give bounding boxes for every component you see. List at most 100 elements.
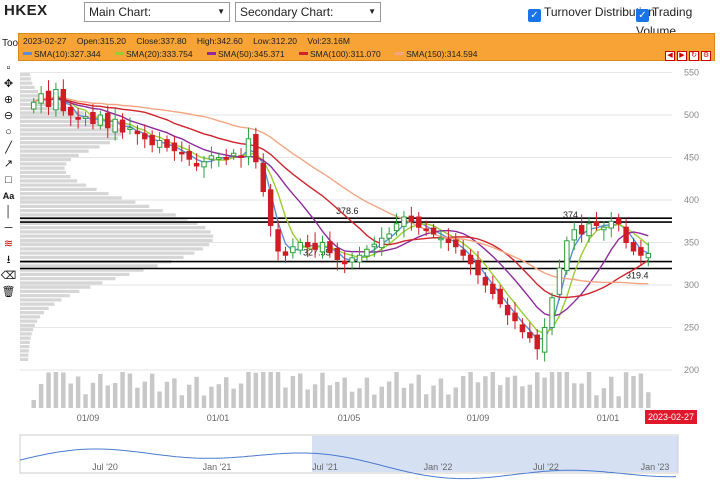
turnover-label: Turnover Distribution	[544, 5, 655, 19]
volume-bar	[372, 394, 377, 408]
volume-bar	[527, 384, 533, 408]
volume-bar	[135, 387, 140, 408]
ohlc-row: 2023-02-27 Open:315.20 Close:337.80 High…	[23, 36, 358, 46]
candle-body	[430, 227, 437, 235]
last-date-tag	[645, 410, 697, 424]
fib-icon[interactable]: ≋	[3, 238, 14, 250]
zoom-out-icon[interactable]: ⊖	[3, 110, 14, 122]
volume-profile-bar	[20, 298, 62, 302]
candle-body	[438, 237, 444, 241]
secondary-chart-select[interactable]: Secondary Chart: ▼	[235, 2, 381, 22]
volume-bar	[305, 389, 310, 408]
ticker-title: HKEX	[4, 2, 48, 19]
sma-legend-item: SMA(150):314.594	[395, 49, 477, 59]
volume-profile-bar	[20, 306, 49, 310]
volume-profile-bar	[20, 94, 44, 98]
level-label: 327.55	[303, 248, 331, 258]
volume-profile-bar	[20, 289, 80, 293]
crosshair-icon[interactable]: ✥	[3, 78, 14, 90]
zoom-in-icon[interactable]: ⊕	[3, 94, 14, 106]
candle-body	[615, 218, 622, 225]
candle-body	[45, 90, 52, 107]
arrow-left-icon[interactable]: ◀	[665, 51, 675, 61]
volume-profile-bar	[20, 323, 35, 327]
volume-bar	[298, 373, 303, 408]
volume-bar	[290, 376, 296, 408]
turnover-distribution-checkbox[interactable]: ✓ Turnover Distribution	[528, 3, 655, 22]
candle-body	[475, 259, 481, 276]
navigator-label: Jul '21	[312, 462, 338, 472]
settings-icon[interactable]: ⚙	[701, 51, 711, 61]
candle-body	[60, 89, 67, 112]
volume-bar	[357, 388, 362, 408]
y-tick-label: 550	[684, 68, 699, 78]
candle-body	[230, 152, 237, 157]
sma-line-4	[33, 96, 649, 299]
volume-bar	[224, 377, 229, 408]
volume-profile-bar	[20, 192, 109, 196]
horizontal-line-icon[interactable]: ─	[4, 222, 13, 234]
volume-bar	[542, 377, 547, 408]
candle-body	[379, 237, 385, 249]
volume-profile-bar	[20, 204, 150, 208]
arrow-right-icon[interactable]: ▶	[677, 51, 687, 61]
eraser-icon[interactable]: ⌫	[0, 270, 17, 282]
top-bar: HKEX Main Chart: ▼ Secondary Chart: ▼ ✓ T…	[0, 0, 720, 38]
candle-body	[519, 324, 526, 333]
volume-bar	[423, 394, 429, 408]
candle-body	[238, 155, 244, 159]
candle-body	[416, 216, 422, 228]
main-chart-select[interactable]: Main Chart: ▼	[84, 2, 230, 22]
sma150-swatch	[395, 52, 405, 55]
candle-body	[601, 226, 607, 231]
rectangle-icon[interactable]: □	[5, 174, 12, 186]
x-tick-label: 01/01	[207, 413, 230, 423]
arrow-line-icon[interactable]: ↗	[3, 158, 14, 170]
down-arrow-icon[interactable]: ⭳	[6, 254, 11, 266]
volume-bar	[342, 377, 347, 408]
candle-body	[260, 162, 266, 192]
volume-bar	[638, 373, 644, 408]
refresh-icon[interactable]: ↻	[689, 51, 699, 61]
volume-bar	[149, 373, 155, 408]
vertical-line-icon[interactable]: │	[5, 206, 12, 218]
volume-profile-bar	[20, 285, 91, 289]
volume-bar	[186, 384, 192, 408]
trash-icon[interactable]: 🗑	[1, 286, 16, 298]
candle-body	[490, 283, 496, 294]
volume-profile-bar	[20, 349, 29, 353]
volume-profile-bar	[20, 158, 72, 162]
candle-body	[327, 241, 333, 254]
circle-icon[interactable]: ○	[5, 126, 12, 138]
volume-bar	[231, 388, 236, 408]
volume-profile-bar	[20, 336, 31, 340]
volume-bar	[431, 385, 436, 408]
volume-profile-bar	[20, 281, 103, 285]
volume-bar	[216, 384, 222, 408]
candle-body	[534, 334, 540, 350]
candle-body	[149, 134, 155, 146]
line-icon[interactable]: ╱	[5, 142, 12, 154]
navigator-label: Jul '20	[92, 462, 118, 472]
candle-body	[349, 257, 355, 263]
volume-profile-bar	[20, 111, 84, 115]
candle-body	[68, 106, 74, 116]
candle-body	[112, 118, 118, 133]
candle-body	[460, 249, 466, 256]
candle-body	[90, 111, 96, 124]
text-icon[interactable]: Aa	[2, 191, 15, 201]
candle-body	[53, 89, 59, 111]
candle-body	[297, 242, 303, 251]
cursor-icon[interactable]: ▫	[6, 62, 11, 74]
volume-bar	[320, 372, 325, 408]
sma10-swatch	[23, 52, 32, 55]
volume-profile-bar	[20, 179, 78, 183]
candle-body	[497, 288, 503, 305]
candle-body	[393, 223, 400, 232]
volume-bar	[646, 392, 651, 408]
candle-body	[623, 226, 629, 243]
volume-profile-bar	[20, 107, 72, 111]
volume-profile-bar	[20, 234, 214, 238]
level-label: 319.4	[626, 271, 649, 281]
